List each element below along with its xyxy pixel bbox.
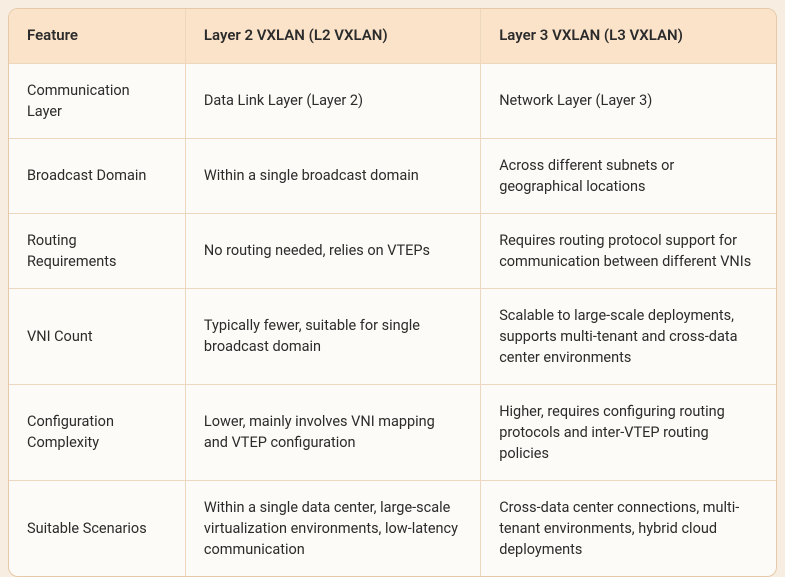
l2-cell: Lower, mainly involves VNI mapping and V… <box>185 384 480 480</box>
l3-cell: Network Layer (Layer 3) <box>481 63 776 138</box>
comparison-table-container: Feature Layer 2 VXLAN (L2 VXLAN) Layer 3… <box>8 8 777 577</box>
table-row: Suitable Scenarios Within a single data … <box>9 480 776 576</box>
feature-cell: VNI Count <box>9 288 185 384</box>
feature-cell: Suitable Scenarios <box>9 480 185 576</box>
l3-cell: Scalable to large-scale deployments, sup… <box>481 288 776 384</box>
table-row: Broadcast Domain Within a single broadca… <box>9 138 776 213</box>
table-row: Routing Requirements No routing needed, … <box>9 213 776 288</box>
table-header-row: Feature Layer 2 VXLAN (L2 VXLAN) Layer 3… <box>9 9 776 63</box>
l2-cell: Within a single data center, large-scale… <box>185 480 480 576</box>
table-row: Configuration Complexity Lower, mainly i… <box>9 384 776 480</box>
l3-cell: Cross-data center connections, multi-ten… <box>481 480 776 576</box>
l2-cell: Within a single broadcast domain <box>185 138 480 213</box>
l2-cell: Typically fewer, suitable for single bro… <box>185 288 480 384</box>
l3-cell: Across different subnets or geographical… <box>481 138 776 213</box>
table-row: Communication Layer Data Link Layer (Lay… <box>9 63 776 138</box>
feature-cell: Configuration Complexity <box>9 384 185 480</box>
col-header-feature: Feature <box>9 9 185 63</box>
col-header-l2: Layer 2 VXLAN (L2 VXLAN) <box>185 9 480 63</box>
l2-cell: No routing needed, relies on VTEPs <box>185 213 480 288</box>
l2-cell: Data Link Layer (Layer 2) <box>185 63 480 138</box>
feature-cell: Broadcast Domain <box>9 138 185 213</box>
table-row: VNI Count Typically fewer, suitable for … <box>9 288 776 384</box>
l3-cell: Requires routing protocol support for co… <box>481 213 776 288</box>
feature-cell: Routing Requirements <box>9 213 185 288</box>
l3-cell: Higher, requires configuring routing pro… <box>481 384 776 480</box>
col-header-l3: Layer 3 VXLAN (L3 VXLAN) <box>481 9 776 63</box>
feature-cell: Communication Layer <box>9 63 185 138</box>
comparison-table: Feature Layer 2 VXLAN (L2 VXLAN) Layer 3… <box>9 9 776 576</box>
